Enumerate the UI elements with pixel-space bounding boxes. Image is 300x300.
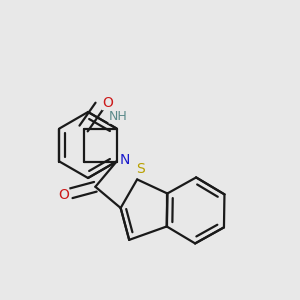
Text: O: O	[58, 188, 69, 202]
Text: N: N	[119, 152, 130, 167]
Text: NH: NH	[109, 110, 128, 123]
Text: S: S	[136, 162, 145, 176]
Text: O: O	[102, 96, 113, 110]
